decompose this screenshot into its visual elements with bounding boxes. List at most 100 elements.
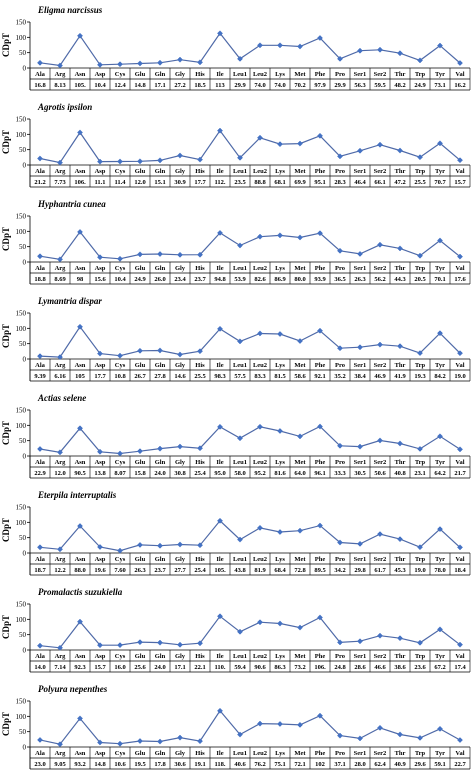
data-value-label: 24.0 — [154, 470, 165, 477]
data-point — [57, 256, 63, 263]
data-value-label: 24.8 — [334, 664, 346, 671]
data-value-label: 82.6 — [254, 276, 266, 283]
data-point — [197, 542, 203, 549]
category-label: Phe — [315, 71, 326, 78]
category-label: Glu — [135, 71, 146, 78]
y-axis-label: CDpT — [1, 227, 11, 251]
data-point — [97, 254, 103, 261]
y-tick-label: 50 — [19, 631, 27, 639]
series-line — [39, 325, 461, 358]
data-value-label: 70.2 — [294, 82, 305, 89]
data-value-label: 22.9 — [34, 470, 46, 477]
data-point — [297, 43, 303, 50]
data-point — [337, 247, 343, 254]
data-point — [297, 527, 303, 534]
category-label: Lys — [275, 265, 285, 272]
category-label: Met — [294, 168, 306, 175]
category-label: Val — [455, 168, 464, 175]
data-point — [317, 712, 323, 719]
category-label: Thr — [395, 556, 406, 563]
category-label: Ala — [35, 362, 46, 369]
data-point — [177, 351, 183, 358]
data-value-label: 38.4 — [354, 373, 366, 380]
data-point — [117, 158, 123, 165]
y-tick-label: 50 — [19, 49, 27, 57]
data-value-label: 13.8 — [94, 470, 106, 477]
data-value-label: 105 — [75, 373, 86, 380]
category-label: Cys — [115, 265, 126, 272]
data-point — [137, 347, 143, 354]
data-point — [197, 156, 203, 163]
category-label: His — [195, 556, 205, 563]
category-label: Val — [455, 71, 464, 78]
category-label: Leu2 — [253, 653, 267, 660]
y-axis-label: CDpT — [1, 421, 11, 445]
panel-title: Agrotis ipsilon — [37, 102, 92, 112]
data-point — [37, 446, 43, 452]
data-point — [257, 619, 263, 626]
data-value-label: 18.4 — [454, 567, 466, 574]
data-value-label: 24.9 — [414, 82, 426, 89]
data-value-label: 18.7 — [34, 567, 46, 574]
category-label: Asp — [95, 362, 106, 369]
category-label: Gly — [175, 168, 186, 175]
category-label: Ile — [216, 556, 223, 563]
category-label: Pro — [335, 750, 345, 757]
data-point — [217, 30, 223, 37]
data-value-label: 19.3 — [414, 373, 426, 380]
data-value-label: 73.2 — [294, 664, 305, 671]
data-value-label: 66.1 — [374, 179, 385, 186]
data-value-label: 105. — [74, 82, 86, 89]
data-point — [417, 639, 423, 646]
data-point — [417, 57, 423, 64]
data-point — [197, 640, 203, 647]
y-tick-label: 0 — [23, 647, 27, 655]
category-label: Asp — [95, 265, 106, 272]
category-label: Ala — [35, 459, 46, 466]
data-point — [157, 157, 163, 164]
data-point — [457, 253, 463, 260]
category-label: Asn — [75, 556, 86, 563]
data-value-label: 10.6 — [114, 761, 126, 768]
data-value-label: 81.6 — [274, 470, 286, 477]
data-value-label: 81.5 — [274, 373, 286, 380]
data-value-label: 41.9 — [394, 373, 406, 380]
category-label: Asn — [75, 653, 86, 660]
category-label: Ile — [216, 362, 223, 369]
data-value-label: 83.3 — [254, 373, 266, 380]
y-axis-label: CDpT — [1, 615, 11, 639]
data-point — [397, 343, 403, 350]
data-value-label: 30.5 — [354, 470, 366, 477]
y-tick-label: 100 — [16, 422, 27, 430]
category-label: Asn — [75, 459, 86, 466]
y-tick-label: 0 — [23, 162, 27, 170]
category-label: Ser1 — [354, 459, 367, 466]
data-value-label: 59.5 — [374, 82, 386, 89]
category-label: Ile — [216, 71, 223, 78]
data-value-label: 21.2 — [34, 179, 45, 186]
category-label: Gly — [175, 265, 186, 272]
category-label: Met — [294, 653, 306, 660]
category-label: Lys — [275, 362, 285, 369]
y-tick-label: 100 — [16, 131, 27, 139]
category-label: Trp — [415, 71, 426, 78]
data-point — [117, 61, 123, 68]
data-point — [57, 546, 63, 553]
data-value-label: 12.0 — [54, 470, 65, 477]
data-point — [157, 738, 163, 745]
panel-title: Promalactis suzukiella — [38, 587, 123, 597]
category-label: Pro — [335, 265, 345, 272]
category-label: Thr — [395, 71, 406, 78]
y-tick-label: 100 — [16, 228, 27, 236]
category-label: Ser2 — [374, 459, 387, 466]
data-value-label: 110. — [214, 664, 225, 671]
category-label: Ser2 — [374, 653, 387, 660]
category-label: Leu2 — [253, 750, 267, 757]
data-point — [57, 159, 63, 166]
data-point — [377, 241, 383, 248]
category-label: Cys — [115, 750, 126, 757]
data-point — [457, 641, 463, 648]
data-point — [337, 732, 343, 739]
data-point — [237, 628, 243, 635]
data-value-label: 29.8 — [354, 567, 366, 574]
